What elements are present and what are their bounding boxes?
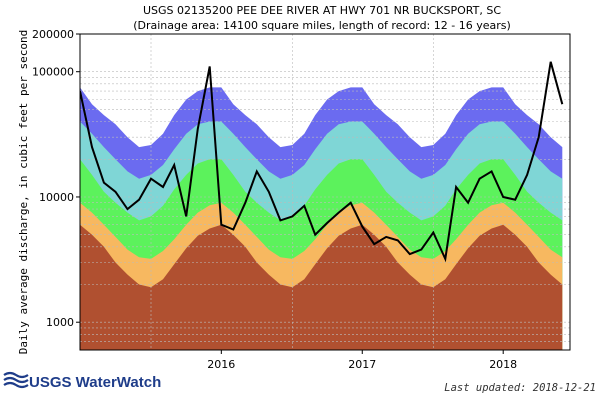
usgs-wave-icon: [3, 371, 29, 389]
y-tick-label: 10000: [39, 191, 74, 204]
logo-text: USGS WaterWatch: [29, 374, 161, 391]
usgs-logo: USGS WaterWatch: [3, 371, 161, 391]
chart-subtitle: (Drainage area: 14100 square miles, leng…: [133, 19, 511, 32]
y-tick-label: 100000: [32, 66, 74, 79]
y-axis-label: Daily average discharge, in cubic feet p…: [17, 30, 30, 355]
observed-discharge-line: [80, 61, 564, 263]
x-axis: 2016 2017 2018: [207, 350, 517, 371]
y-axis: 1000 10000 100000 200000: [32, 28, 80, 329]
y-tick-label: 200000: [32, 28, 74, 41]
percentile-bands: [80, 87, 563, 350]
x-tick-label: 2016: [207, 358, 235, 371]
plot-frame: [79, 33, 571, 351]
x-tick-label: 2017: [348, 358, 376, 371]
band-min: [80, 224, 563, 350]
y-tick-label: 1000: [46, 316, 74, 329]
chart-title: USGS 02135200 PEE DEE RIVER AT HWY 701 N…: [143, 4, 501, 17]
last-updated: Last updated: 2018-12-21: [444, 382, 596, 394]
x-tick-label: 2018: [489, 358, 517, 371]
